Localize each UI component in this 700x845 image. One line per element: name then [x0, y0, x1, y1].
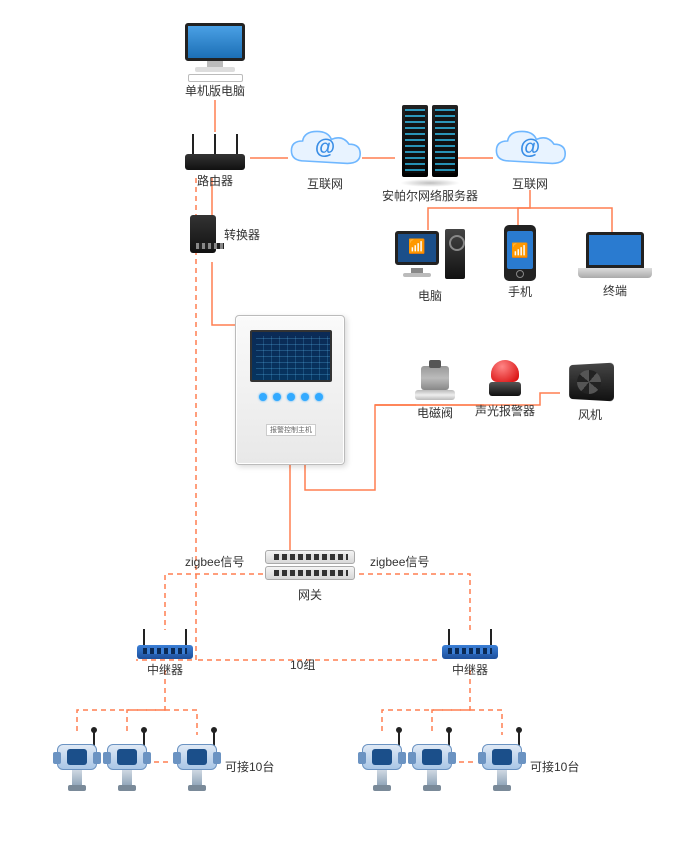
label-gateway: 网关	[298, 586, 322, 603]
gas-transmitter-icon	[55, 730, 99, 792]
gas-transmitter-icon	[410, 730, 454, 792]
svg-text:@: @	[520, 136, 540, 159]
label-router: 路由器	[197, 172, 233, 189]
edge-label-zigbee-right: zigbee信号	[370, 553, 429, 570]
gas-transmitter-icon	[175, 730, 219, 792]
node-sensor	[480, 730, 524, 792]
label-internet-2: 互联网	[512, 175, 548, 192]
edge-label-ten-units-left: 可接10台	[225, 758, 274, 775]
label-fan: 风机	[578, 406, 602, 423]
label-server: 安帕尔网络服务器	[382, 187, 478, 204]
node-converter: 转换器	[190, 215, 260, 253]
node-sensor	[360, 730, 404, 792]
node-internet-2: @ 互联网	[490, 125, 570, 192]
phone-icon: 📶	[504, 225, 536, 281]
node-repeater-right: 中继器	[435, 625, 505, 678]
node-router: 路由器	[180, 130, 250, 189]
wifi-icon: 📶	[408, 238, 425, 255]
alarm-host-icon: 报警控制主机	[235, 315, 345, 465]
edge-label-ten-groups: 10组	[290, 656, 315, 673]
label-client-pc: 电脑	[418, 287, 442, 304]
node-server: 安帕尔网络服务器	[390, 105, 470, 204]
label-repeater-left: 中继器	[147, 661, 183, 678]
label-standalone-pc: 单机版电脑	[185, 82, 245, 99]
node-gateway: 网关	[265, 550, 355, 603]
label-internet-1: 互联网	[307, 175, 343, 192]
router-icon	[180, 130, 250, 170]
wifi-icon: 📶	[511, 242, 528, 259]
node-valve: 电磁阀	[410, 360, 460, 421]
cloud-icon: @	[490, 125, 570, 173]
pc-monitor-icon	[180, 25, 250, 80]
node-sensor	[410, 730, 454, 792]
server-rack-icon	[400, 105, 460, 185]
desktop-pc-icon: 📶	[395, 225, 465, 285]
node-client-pc: 📶 电脑	[390, 225, 470, 304]
converter-icon	[190, 215, 216, 253]
label-alarm: 声光报警器	[475, 402, 535, 419]
node-internet-1: @ 互联网	[285, 125, 365, 192]
cloud-icon: @	[285, 125, 365, 173]
gas-transmitter-icon	[360, 730, 404, 792]
fan-icon	[567, 360, 613, 404]
edge-label-ten-units-right: 可接10台	[530, 758, 579, 775]
gas-transmitter-icon	[480, 730, 524, 792]
node-client-laptop: 终端	[570, 232, 660, 299]
node-alarm: 声光报警器	[480, 360, 530, 419]
host-plate-label: 报警控制主机	[266, 424, 316, 436]
label-repeater-right: 中继器	[452, 661, 488, 678]
node-control-host: 报警控制主机	[235, 315, 345, 465]
svg-text:@: @	[315, 136, 335, 159]
node-client-phone: 📶 手机	[495, 225, 545, 300]
gateway-switch-icon	[265, 550, 355, 584]
node-fan: 风机	[560, 360, 620, 423]
label-client-phone: 手机	[508, 283, 532, 300]
node-sensor	[55, 730, 99, 792]
laptop-icon	[578, 232, 652, 280]
label-valve: 电磁阀	[417, 404, 453, 421]
node-sensor	[105, 730, 149, 792]
gas-transmitter-icon	[105, 730, 149, 792]
alarm-light-icon	[487, 360, 523, 400]
repeater-icon	[438, 625, 502, 659]
repeater-icon	[133, 625, 197, 659]
edge-label-zigbee-left: zigbee信号	[185, 553, 244, 570]
solenoid-valve-icon	[415, 360, 455, 402]
label-client-laptop: 终端	[603, 282, 627, 299]
node-repeater-left: 中继器	[130, 625, 200, 678]
node-sensor	[175, 730, 219, 792]
node-standalone-pc: 单机版电脑	[175, 25, 255, 99]
label-converter: 转换器	[224, 226, 260, 243]
